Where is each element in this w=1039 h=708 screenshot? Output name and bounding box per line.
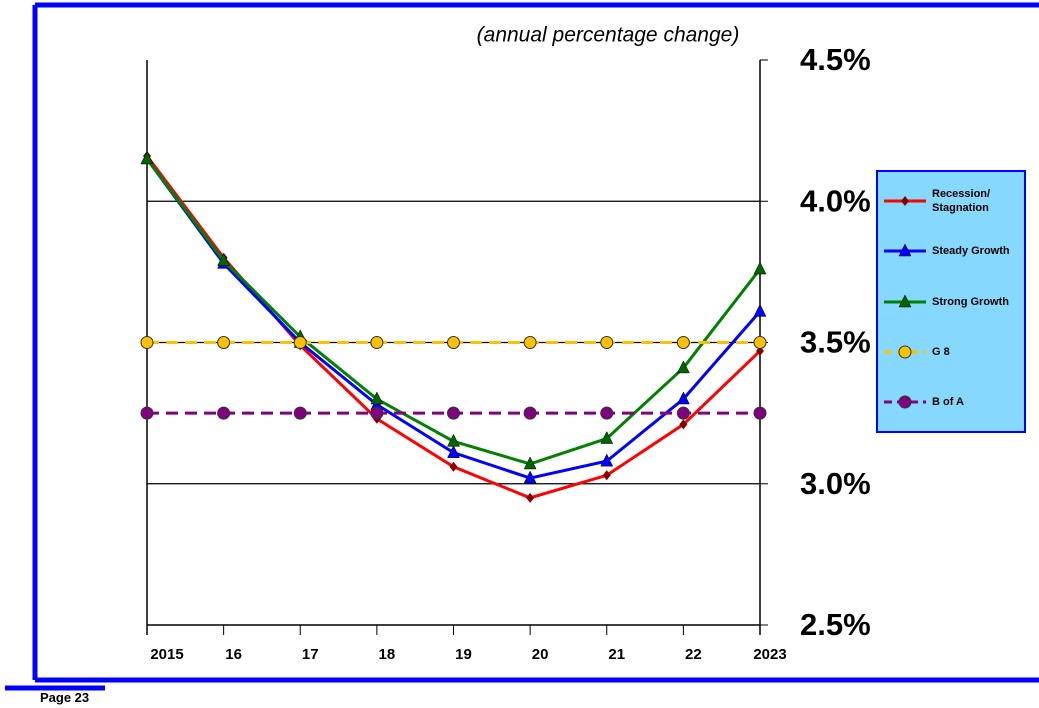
legend-label: Steady Growth: [932, 245, 1010, 258]
marker: [753, 303, 767, 317]
marker: [523, 406, 537, 420]
y-tick-label: 2.5%: [800, 607, 871, 642]
marker: [602, 470, 611, 481]
marker: [676, 360, 690, 374]
marker: [898, 345, 912, 359]
x-tick-label: 20: [532, 646, 549, 663]
marker: [600, 453, 614, 467]
x-tick-label: 17: [302, 646, 319, 663]
legend-entry: Steady Growth: [882, 228, 1020, 274]
x-tick-label: 22: [685, 646, 702, 663]
marker: [447, 433, 460, 447]
x-tick-label: 18: [379, 646, 396, 663]
x-tick-label: 2023: [753, 646, 786, 663]
legend-label: G 8: [932, 345, 950, 358]
marker: [370, 391, 384, 405]
y-tick-label: 4.5%: [800, 42, 871, 77]
subtitle: (annual percentage change): [477, 24, 740, 47]
marker: [217, 406, 231, 420]
marker: [753, 336, 767, 349]
marker: [600, 406, 614, 420]
legend-label: Recession/ Stagnation: [932, 188, 991, 214]
marker: [676, 391, 690, 405]
marker: [370, 336, 384, 349]
footer: Page 23: [40, 690, 90, 705]
marker: [447, 406, 460, 420]
legend-entry: Recession/ Stagnation: [882, 178, 1020, 224]
y-tick-label: 4.0%: [800, 183, 871, 218]
marker: [676, 336, 690, 349]
marker: [293, 406, 307, 420]
marker: [600, 430, 614, 444]
marker: [898, 244, 912, 257]
marker: [676, 406, 690, 420]
marker: [523, 470, 537, 484]
y-tick-label: 3.5%: [800, 325, 871, 360]
marker: [753, 261, 767, 275]
x-tick-label: 16: [225, 646, 242, 663]
legend-swatch: [884, 196, 926, 206]
marker: [753, 406, 767, 420]
x-tick-label: 2015: [150, 646, 183, 663]
marker: [217, 253, 231, 266]
marker: [679, 419, 688, 430]
marker: [449, 461, 458, 472]
marker: [140, 151, 154, 165]
marker: [523, 456, 537, 470]
legend-label: B of A: [932, 396, 964, 408]
marker: [293, 336, 307, 349]
marker: [447, 336, 460, 349]
x-tick-label: 19: [455, 646, 472, 663]
marker: [140, 406, 154, 420]
legend-swatch: [884, 395, 926, 409]
legend-swatch: [884, 244, 926, 257]
legend: Recession/ Stagnation Steady Growth Strong…: [876, 170, 1026, 433]
legend-label: Strong Growth: [932, 295, 1009, 308]
marker: [370, 406, 384, 420]
series-line: [145, 157, 762, 480]
marker: [217, 336, 231, 349]
legend-swatch: [884, 345, 926, 359]
legend-swatch: [884, 294, 926, 307]
marker: [898, 294, 912, 307]
marker: [526, 492, 535, 503]
x-tick-label: 21: [608, 646, 625, 663]
marker: [523, 336, 537, 349]
marker: [901, 196, 909, 206]
marker: [447, 445, 460, 458]
legend-entry: B of A: [882, 379, 1020, 425]
legend-entry: Strong Growth: [882, 279, 1020, 325]
marker: [898, 395, 912, 409]
marker: [140, 336, 154, 349]
marker: [600, 336, 614, 349]
legend-entry: G 8: [882, 329, 1020, 375]
y-tick-label: 3.0%: [800, 466, 871, 501]
